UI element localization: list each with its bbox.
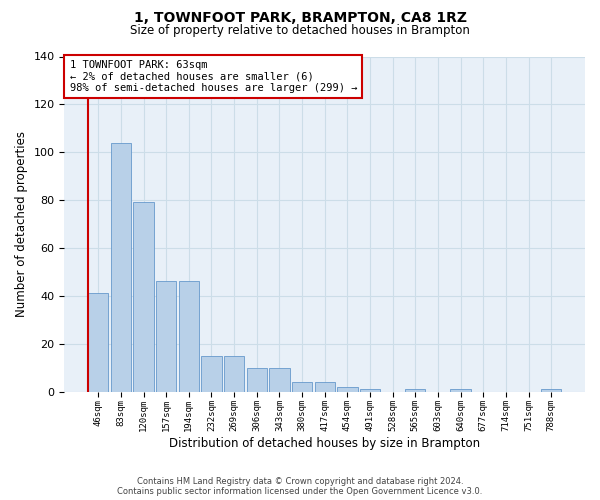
Text: Contains HM Land Registry data © Crown copyright and database right 2024.
Contai: Contains HM Land Registry data © Crown c… — [118, 476, 482, 496]
Bar — [111, 142, 131, 392]
Bar — [88, 294, 109, 392]
X-axis label: Distribution of detached houses by size in Brampton: Distribution of detached houses by size … — [169, 437, 480, 450]
Bar — [360, 389, 380, 392]
Bar — [269, 368, 290, 392]
Bar — [451, 389, 471, 392]
Bar — [314, 382, 335, 392]
Bar — [292, 382, 312, 392]
Text: Size of property relative to detached houses in Brampton: Size of property relative to detached ho… — [130, 24, 470, 37]
Bar — [247, 368, 267, 392]
Text: 1 TOWNFOOT PARK: 63sqm
← 2% of detached houses are smaller (6)
98% of semi-detac: 1 TOWNFOOT PARK: 63sqm ← 2% of detached … — [70, 60, 357, 93]
Text: 1, TOWNFOOT PARK, BRAMPTON, CA8 1RZ: 1, TOWNFOOT PARK, BRAMPTON, CA8 1RZ — [133, 11, 467, 25]
Bar — [337, 387, 358, 392]
Y-axis label: Number of detached properties: Number of detached properties — [15, 131, 28, 317]
Bar — [541, 389, 562, 392]
Bar — [201, 356, 221, 392]
Bar — [405, 389, 425, 392]
Bar — [133, 202, 154, 392]
Bar — [156, 282, 176, 392]
Bar — [224, 356, 244, 392]
Bar — [179, 282, 199, 392]
